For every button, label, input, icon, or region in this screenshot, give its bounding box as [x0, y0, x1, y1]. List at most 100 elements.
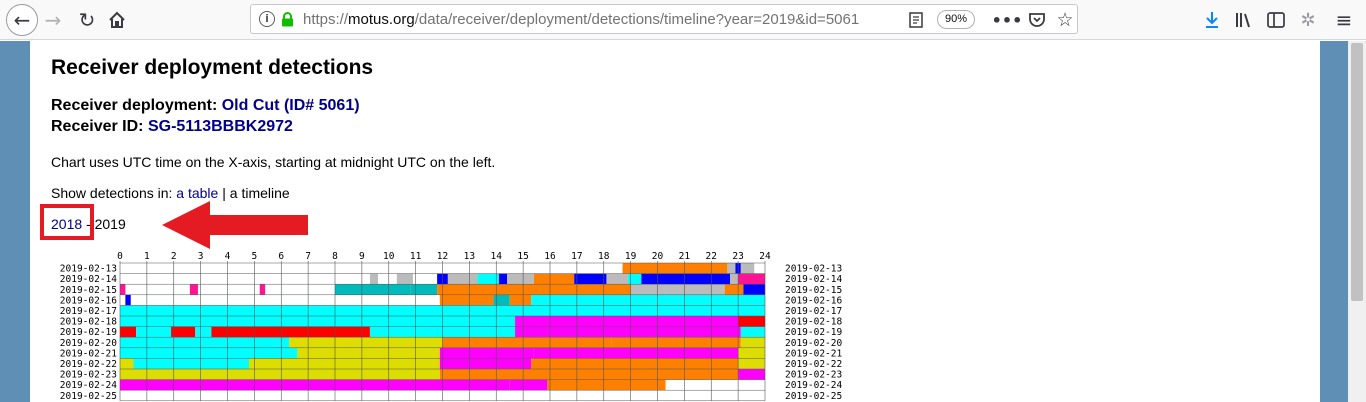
detection-bar	[509, 294, 532, 306]
detection-bar	[133, 358, 249, 369]
detection-bar	[738, 347, 765, 359]
hour-tick-label: 23	[732, 251, 743, 262]
detection-bar	[630, 284, 666, 295]
address-bar[interactable]: i https://motus.org/data/receiver/deploy…	[250, 4, 1078, 34]
pocket-icon[interactable]	[1026, 9, 1048, 31]
sidebar-icon[interactable]	[1262, 6, 1290, 34]
row-date-label-left: 2019-02-17	[60, 306, 117, 317]
timeline-view-label: a timeline	[229, 185, 290, 201]
row-date-label-left: 2019-02-13	[60, 264, 117, 275]
url-text[interactable]: https://motus.org/data/receiver/deployme…	[303, 11, 860, 28]
lock-icon[interactable]	[281, 12, 294, 27]
detection-bar	[396, 273, 413, 285]
home-icon[interactable]	[102, 5, 132, 35]
hour-tick-label: 12	[437, 251, 448, 262]
detection-bar	[211, 326, 370, 338]
table-view-link[interactable]: a table	[176, 185, 219, 201]
bookmark-star-icon[interactable]: ☆	[1056, 9, 1074, 31]
row-date-label-left: 2019-02-19	[60, 327, 117, 338]
row-date-label-left: 2019-02-14	[60, 274, 117, 285]
forward-arrow-icon[interactable]: →	[44, 8, 62, 32]
detection-bar	[574, 273, 607, 285]
zoom-level-badge[interactable]: 90%	[937, 10, 975, 29]
download-icon[interactable]	[1198, 6, 1226, 34]
detection-bar	[547, 379, 666, 391]
row-date-label-left: 2019-02-20	[60, 338, 117, 349]
show-label: Show detections in:	[51, 185, 173, 201]
detection-bar	[738, 273, 765, 285]
detection-bar	[120, 369, 440, 380]
detection-bar	[730, 273, 739, 285]
row-date-label-right: 2019-02-20	[785, 338, 842, 349]
page-left-margin	[0, 41, 30, 402]
detection-bar	[740, 337, 765, 348]
detection-bar	[369, 326, 435, 338]
row-date-label-right: 2019-02-15	[785, 285, 842, 296]
utc-note: Chart uses UTC time on the X-axis, start…	[51, 154, 496, 170]
reader-view-icon[interactable]	[907, 11, 925, 29]
browser-toolbar: ← → ↻ i https://motus.org/data/receiver/…	[0, 0, 1366, 40]
detection-bar	[369, 273, 378, 285]
detection-bar	[740, 263, 755, 274]
detection-bar	[249, 358, 440, 369]
detection-bar	[738, 316, 765, 327]
row-date-label-right: 2019-02-24	[785, 380, 842, 391]
row-date-label-right: 2019-02-16	[785, 295, 842, 306]
detection-bar	[531, 294, 765, 306]
detection-bar	[498, 273, 507, 285]
detection-bar	[724, 284, 744, 295]
detection-bar	[727, 263, 736, 274]
extension-icon[interactable]: ✲	[1300, 9, 1316, 31]
year-separator: -	[86, 216, 91, 232]
detection-bar	[136, 326, 172, 338]
hour-tick-label: 6	[278, 251, 284, 262]
row-date-label-right: 2019-02-13	[785, 264, 842, 275]
receiver-link[interactable]: SG-5113BBBK2972	[147, 118, 293, 135]
hour-tick-label: 10	[383, 251, 395, 262]
hour-tick-label: 0	[117, 251, 123, 262]
menu-icon[interactable]: ≡	[1335, 8, 1353, 32]
detection-bar	[120, 347, 298, 359]
page-actions-icon[interactable]: •••	[991, 10, 1023, 30]
hour-tick-label: 3	[198, 251, 204, 262]
detection-bar	[120, 316, 516, 327]
detection-bar	[665, 284, 725, 295]
row-date-label-right: 2019-02-17	[785, 306, 842, 317]
vertical-scrollbar[interactable]	[1348, 41, 1366, 402]
page-content: Receiver deployment detections Receiver …	[30, 41, 1320, 402]
view-switcher: Show detections in: a table | a timeline	[51, 185, 290, 201]
detection-bar	[335, 284, 411, 295]
hour-tick-label: 19	[625, 251, 637, 262]
hour-tick-label: 11	[410, 251, 422, 262]
detection-bar	[120, 337, 290, 348]
detection-bar	[533, 273, 575, 285]
row-date-label-right: 2019-02-25	[785, 391, 842, 402]
detection-bar	[740, 326, 765, 338]
row-date-label-right: 2019-02-21	[785, 348, 842, 359]
detection-bar	[189, 284, 198, 295]
detection-bar	[743, 284, 765, 295]
deployment-link[interactable]: Old Cut (ID# 5061)	[221, 97, 360, 114]
detection-bar	[120, 358, 134, 369]
receiver-label: Receiver ID:	[51, 118, 144, 135]
year-2018-link[interactable]: 2018	[51, 216, 83, 232]
back-arrow-icon[interactable]: ←	[6, 4, 38, 36]
detection-bar	[493, 294, 510, 306]
library-icon[interactable]	[1230, 6, 1258, 34]
detection-bar	[439, 369, 739, 380]
detection-bar	[533, 347, 739, 359]
info-icon[interactable]: i	[259, 11, 275, 27]
hour-tick-label: 17	[571, 251, 582, 262]
detection-bar	[289, 337, 443, 348]
row-date-label-right: 2019-02-14	[785, 274, 842, 285]
detection-bar	[297, 347, 440, 359]
reload-icon[interactable]: ↻	[78, 8, 96, 32]
view-separator: |	[222, 185, 226, 201]
year-navigation: 2018 - 2019	[51, 216, 126, 232]
detection-bar	[259, 284, 266, 295]
detection-bar	[439, 358, 532, 369]
scrollbar-thumb[interactable]	[1351, 43, 1363, 301]
detection-bar	[410, 284, 438, 295]
receiver-line: Receiver ID: SG-5113BBBK2972	[51, 118, 293, 136]
row-date-label-left: 2019-02-23	[60, 370, 117, 381]
